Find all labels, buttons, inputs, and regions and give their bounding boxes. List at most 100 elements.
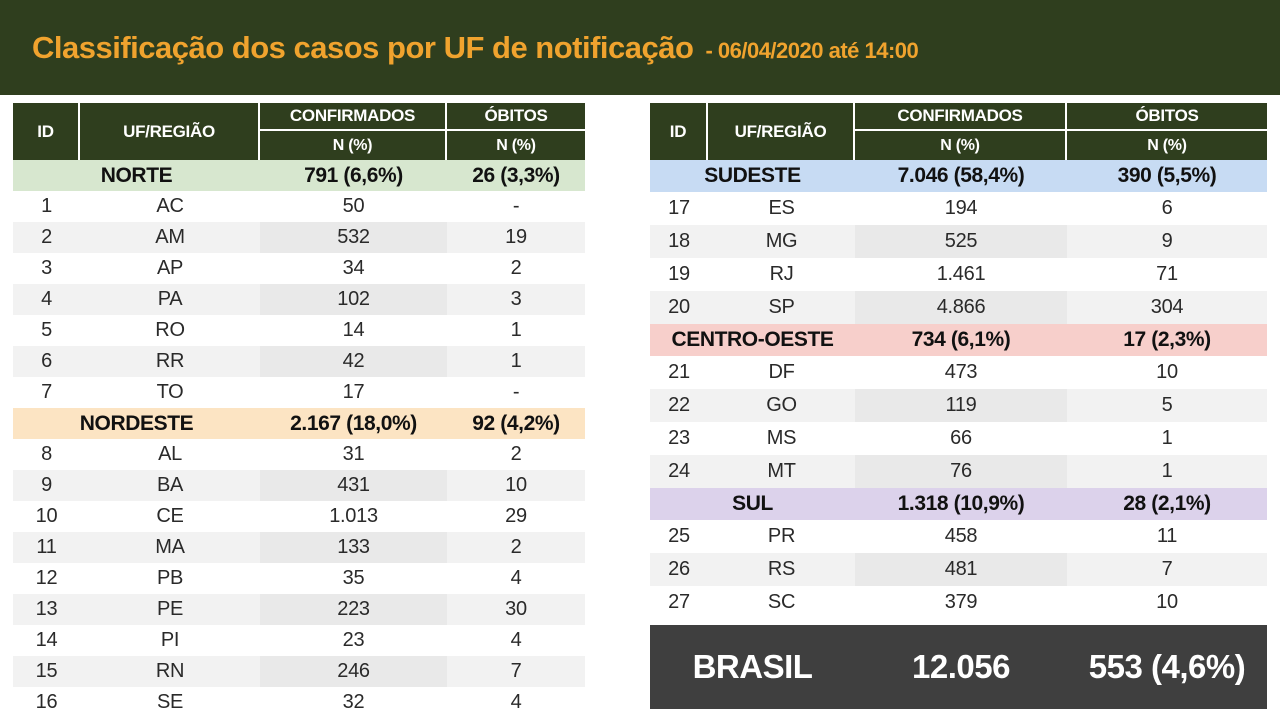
- region-name: NORTE: [100, 163, 173, 187]
- region-confirmed: 734 (6,1%): [911, 328, 1011, 351]
- deaths-cell: 5: [1067, 389, 1267, 422]
- region-deaths: 28 (2,1%): [1123, 492, 1211, 515]
- confirmed-cell: 42: [260, 346, 447, 377]
- confirmed-cell: 194: [944, 197, 978, 219]
- table-row-pr: 25 PR 458 11: [650, 520, 1267, 553]
- table-row-ba: 9 BA 431 10: [13, 470, 585, 501]
- region-deaths: 17 (2,3%): [1123, 328, 1211, 351]
- id-cell: 27: [668, 591, 690, 613]
- deaths-cell: 3: [447, 284, 585, 315]
- column-subheader-confirmados-n-pct: N (%): [855, 131, 1067, 160]
- page-title: Classificação dos casos por UF de notifi…: [32, 29, 694, 65]
- table-row-ma: 11 MA 133 2: [13, 532, 585, 563]
- deaths-cell: -: [512, 195, 520, 217]
- table-row-go: 22 GO 119 5: [650, 389, 1267, 422]
- table-row-rn: 15 RN 246 7: [13, 656, 585, 687]
- id-cell: 20: [650, 291, 708, 324]
- id-cell: 8: [41, 443, 52, 465]
- deaths-cell: 2: [447, 532, 585, 563]
- confirmed-cell: 66: [950, 427, 972, 449]
- column-header-uf-regiao: UF/REGIÃO: [80, 103, 260, 160]
- deaths-cell: 10: [1156, 361, 1178, 383]
- column-subheader-obitos-n-pct: N (%): [447, 131, 585, 160]
- deaths-cell: 304: [1067, 291, 1267, 324]
- id-cell: 12: [35, 567, 58, 589]
- id-cell: 4: [13, 284, 80, 315]
- column-header-id: ID: [650, 103, 708, 160]
- confirmed-cell: 31: [342, 443, 365, 465]
- confirmed-cell: 1.013: [329, 505, 378, 527]
- deaths-cell: 30: [447, 594, 585, 625]
- title-line: Classificação dos casos por UF de notifi…: [32, 29, 919, 66]
- table-row-mg: 18 MG 525 9: [650, 225, 1267, 258]
- confirmed-cell: 14: [342, 319, 365, 341]
- uf-cell: AM: [80, 222, 260, 253]
- deaths-cell: -: [512, 381, 520, 403]
- confirmed-cell: 102: [260, 284, 447, 315]
- uf-cell: RJ: [769, 263, 794, 285]
- title-banner: Classificação dos casos por UF de notifi…: [0, 0, 1280, 95]
- id-cell: 17: [668, 197, 690, 219]
- confirmed-cell: 223: [260, 594, 447, 625]
- id-cell: 9: [13, 470, 80, 501]
- uf-cell: SE: [156, 691, 184, 713]
- id-cell: 16: [35, 691, 58, 713]
- table-row-pb: 12 PB 35 4: [13, 563, 585, 594]
- confirmed-cell: 4.866: [855, 291, 1067, 324]
- id-cell: 7: [41, 381, 52, 403]
- region-confirmed: 1.318 (10,9%): [897, 492, 1025, 515]
- cases-table-left: ID UF/REGIÃO CONFIRMADOS ÓBITOS N (%) N (%) NO…: [13, 103, 585, 718]
- confirmed-cell: 32: [342, 691, 365, 713]
- deaths-cell: 6: [1161, 197, 1173, 219]
- deaths-cell: 1: [1067, 455, 1267, 488]
- column-header-obitos: ÓBITOS: [1067, 103, 1267, 131]
- table-row-ac: 1 AC 50 -: [13, 191, 585, 222]
- id-cell: 2: [13, 222, 80, 253]
- table-row-ap: 3 AP 34 2: [13, 253, 585, 284]
- table-row-rr: 6 RR 42 1: [13, 346, 585, 377]
- uf-cell: MA: [80, 532, 260, 563]
- confirmed-cell: 1.461: [936, 263, 986, 285]
- table-row-am: 2 AM 532 19: [13, 222, 585, 253]
- region-name: SUDESTE: [704, 164, 801, 187]
- deaths-cell: 9: [1067, 225, 1267, 258]
- uf-cell: BA: [80, 470, 260, 501]
- brasil-total-row: BRASIL 12.056 553 (4,6%): [650, 625, 1267, 709]
- confirmed-cell: 431: [260, 470, 447, 501]
- uf-cell: CE: [156, 505, 184, 527]
- uf-cell: PR: [767, 525, 796, 547]
- deaths-cell: 19: [447, 222, 585, 253]
- table-row-pi: 14 PI 23 4: [13, 625, 585, 656]
- id-cell: 18: [650, 225, 708, 258]
- table-row-sp: 20 SP 4.866 304: [650, 291, 1267, 324]
- region-confirmed: 2.167 (18,0%): [290, 411, 417, 435]
- region-name: NORDESTE: [79, 411, 194, 435]
- confirmed-cell: 458: [944, 525, 978, 547]
- column-header-uf-regiao: UF/REGIÃO: [708, 103, 855, 160]
- report-datetime: - 06/04/2020 até 14:00: [705, 37, 919, 63]
- confirmed-cell: 473: [944, 361, 978, 383]
- confirmed-cell: 50: [342, 195, 365, 217]
- id-cell: 11: [13, 532, 80, 563]
- uf-cell: MG: [708, 225, 855, 258]
- uf-cell: PI: [160, 629, 180, 651]
- uf-cell: PA: [80, 284, 260, 315]
- table-row-mt: 24 MT 76 1: [650, 455, 1267, 488]
- id-cell: 5: [41, 319, 52, 341]
- region-row-norte: NORTE 791 (6,6%) 26 (3,3%): [13, 160, 585, 191]
- id-cell: 26: [650, 553, 708, 586]
- table-row-ms: 23 MS 66 1: [650, 422, 1267, 455]
- deaths-cell: 4: [510, 567, 522, 589]
- uf-cell: RO: [155, 319, 185, 341]
- uf-cell: DF: [768, 361, 795, 383]
- table-row-sc: 27 SC 379 10: [650, 586, 1267, 619]
- brasil-label: BRASIL: [692, 648, 813, 685]
- uf-cell: GO: [708, 389, 855, 422]
- region-row-centro-oeste: CENTRO-OESTE 734 (6,1%) 17 (2,3%): [650, 324, 1267, 356]
- confirmed-cell: 34: [342, 257, 365, 279]
- region-name: CENTRO-OESTE: [671, 328, 834, 351]
- column-header-id: ID: [13, 103, 80, 160]
- deaths-cell: 10: [1156, 591, 1178, 613]
- confirmed-cell: 133: [260, 532, 447, 563]
- table-row-rs: 26 RS 481 7: [650, 553, 1267, 586]
